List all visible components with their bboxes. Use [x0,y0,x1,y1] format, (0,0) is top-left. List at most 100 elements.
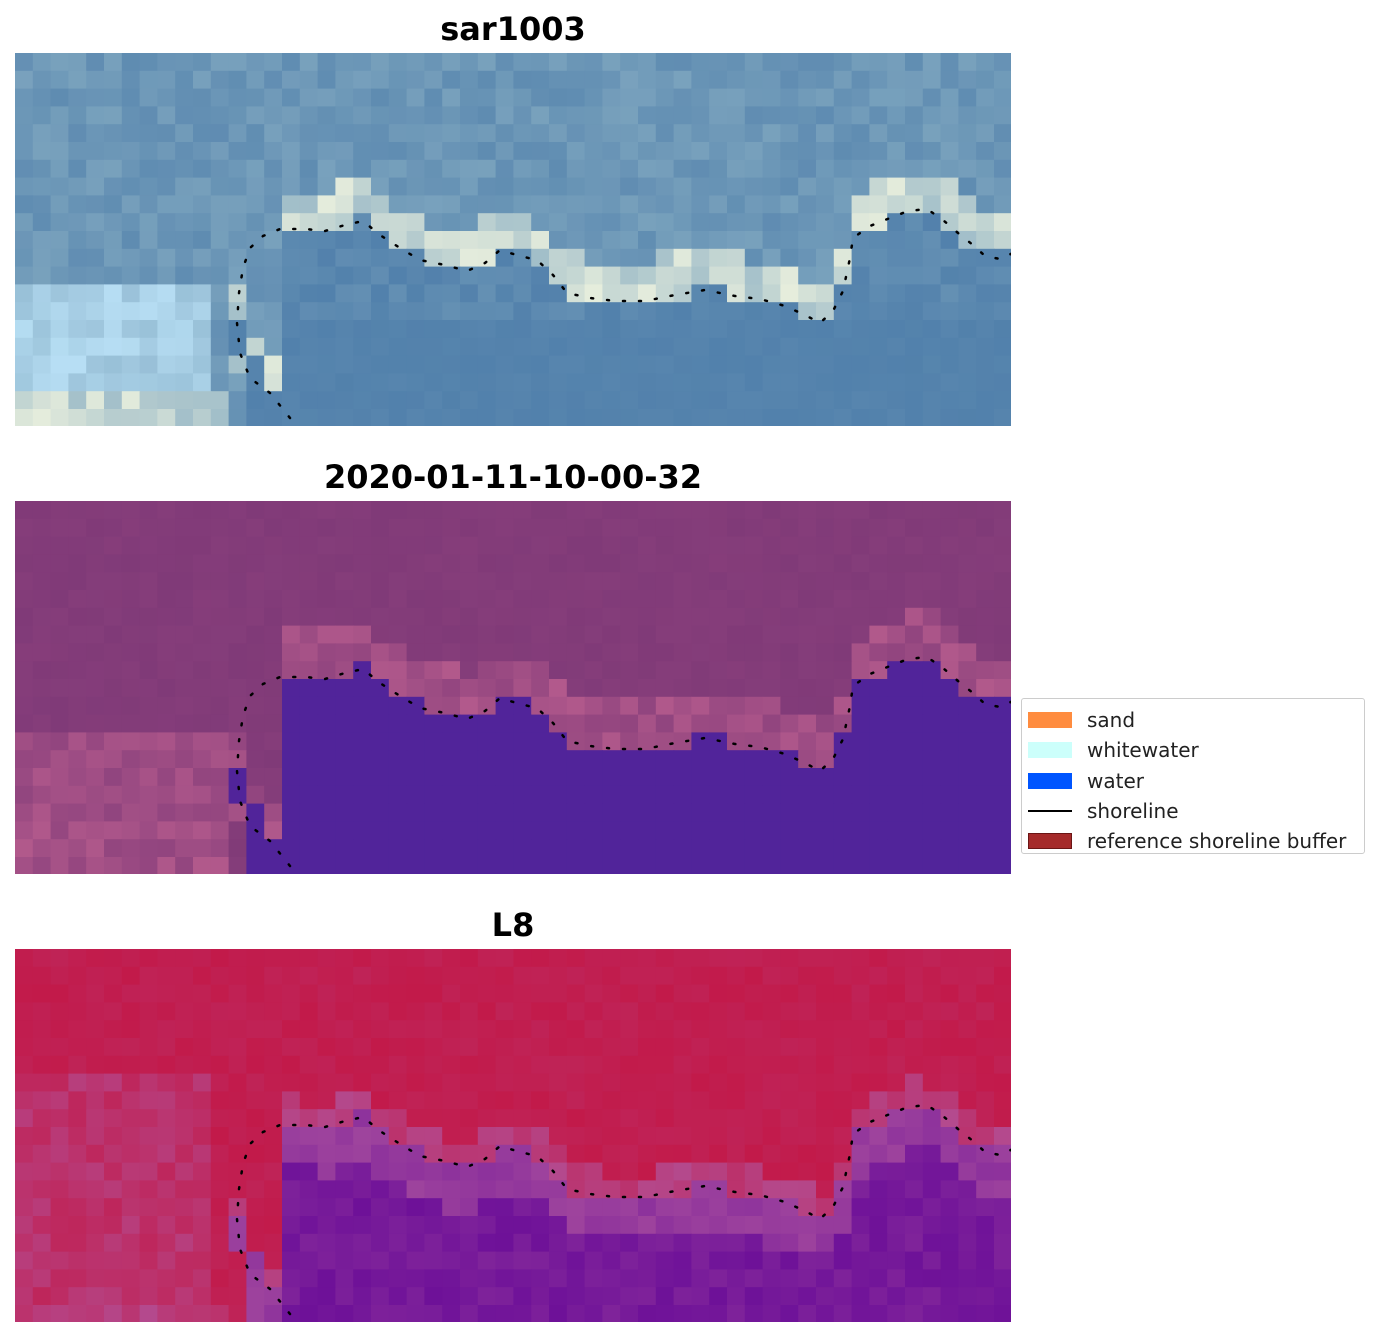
pixel-cell [228,501,247,520]
pixel-cell [424,696,443,716]
pixel-cell [193,1127,212,1146]
pixel-cell [264,1180,283,1199]
pixel-cell [584,857,603,874]
pixel-cell [210,821,230,840]
pixel-cell [780,1020,799,1039]
pixel-cell [210,231,230,250]
pixel-cell [442,1162,461,1181]
pixel-cell [442,1091,461,1110]
pixel-cell [691,768,710,787]
pixel-cell [549,984,568,1003]
pixel-cell [887,248,906,268]
pixel-cell [335,1091,354,1110]
pixel-cell [798,124,817,143]
pixel-cell [602,554,621,573]
pixel-cell [531,1162,550,1181]
pixel-cell [816,572,835,591]
pixel-cell [531,231,550,250]
pixel-cell [32,803,52,822]
pixel-cell [833,1073,853,1092]
pixel-cell [495,266,514,285]
pixel-cell [798,106,817,125]
pixel-cell [246,409,265,426]
pixel-cell [353,1109,372,1128]
pixel-cell [442,284,461,303]
pixel-cell [228,643,247,662]
pixel-cell [566,1020,586,1039]
pixel-cell [317,1180,336,1199]
pixel-cell [744,1251,764,1270]
pixel-cell [513,590,532,609]
pixel-cell [157,213,176,232]
pixel-cell [905,661,924,680]
pixel-cell [816,839,835,858]
pixel-cell [282,785,301,805]
pixel-cell [282,213,301,232]
pixel-cell [531,248,550,268]
pixel-cell [869,984,888,1003]
pixel-cell [317,373,336,392]
pixel-cell [246,661,265,680]
pixel-cell [940,803,959,822]
pixel-cell [424,949,443,968]
pixel-cell [495,1038,514,1057]
pixel-cell [32,231,52,250]
pixel-cell [566,696,586,716]
pixel-cell [175,391,194,410]
pixel-cell [780,302,799,321]
pixel-cell [833,1127,853,1146]
pixel-cell [299,785,319,805]
pixel-cell [638,248,657,268]
pixel-cell [210,732,230,751]
pixel-cell [780,409,799,426]
pixel-cell [264,1091,283,1110]
pixel-cell [442,966,461,986]
pixel-cell [50,750,69,769]
pixel-cell [157,984,176,1003]
pixel-cell [442,518,461,538]
pixel-cell [922,750,942,769]
pixel-cell [638,768,657,787]
pixel-cell [495,643,514,662]
pixel-cell [922,590,942,609]
pixel-cell [673,572,692,591]
pixel-cell [15,1305,34,1322]
pixel-cell [655,785,675,805]
pixel-cell [709,248,728,268]
pixel-cell [193,284,212,303]
pixel-cell [50,1180,69,1199]
pixel-cell [673,1144,692,1164]
pixel-cell [566,302,586,321]
water-swatch [1028,772,1072,789]
pixel-cell [655,391,675,410]
pixel-cell [762,213,781,232]
pixel-cell [104,1038,123,1057]
pixel-cell [727,1180,746,1199]
pixel-cell [833,195,853,214]
pixel-cell [816,1216,835,1235]
pixel-cell [210,1109,230,1128]
pixel-cell [976,1002,995,1021]
pixel-cell [816,1287,835,1306]
pixel-cell [602,1055,621,1075]
pixel-cell [602,785,621,805]
pixel-cell [353,159,372,179]
pixel-cell [869,518,888,538]
pixel-cell [317,607,336,627]
pixel-cell [762,106,781,125]
pixel-cell [833,248,853,268]
pixel-cell [121,1198,141,1217]
pixel-cell [673,607,692,627]
pixel-cell [869,1305,888,1322]
pixel-cell [424,732,443,751]
pixel-cell [638,159,657,179]
pixel-cell [905,391,924,410]
pixel-cell [584,1216,603,1235]
pixel-cell [157,625,176,644]
pixel-cell [905,750,924,769]
pixel-cell [655,750,675,769]
pixel-cell [727,785,746,805]
pixel-cell [50,106,69,125]
pixel-cell [317,1002,336,1021]
pixel-cell [50,355,69,374]
